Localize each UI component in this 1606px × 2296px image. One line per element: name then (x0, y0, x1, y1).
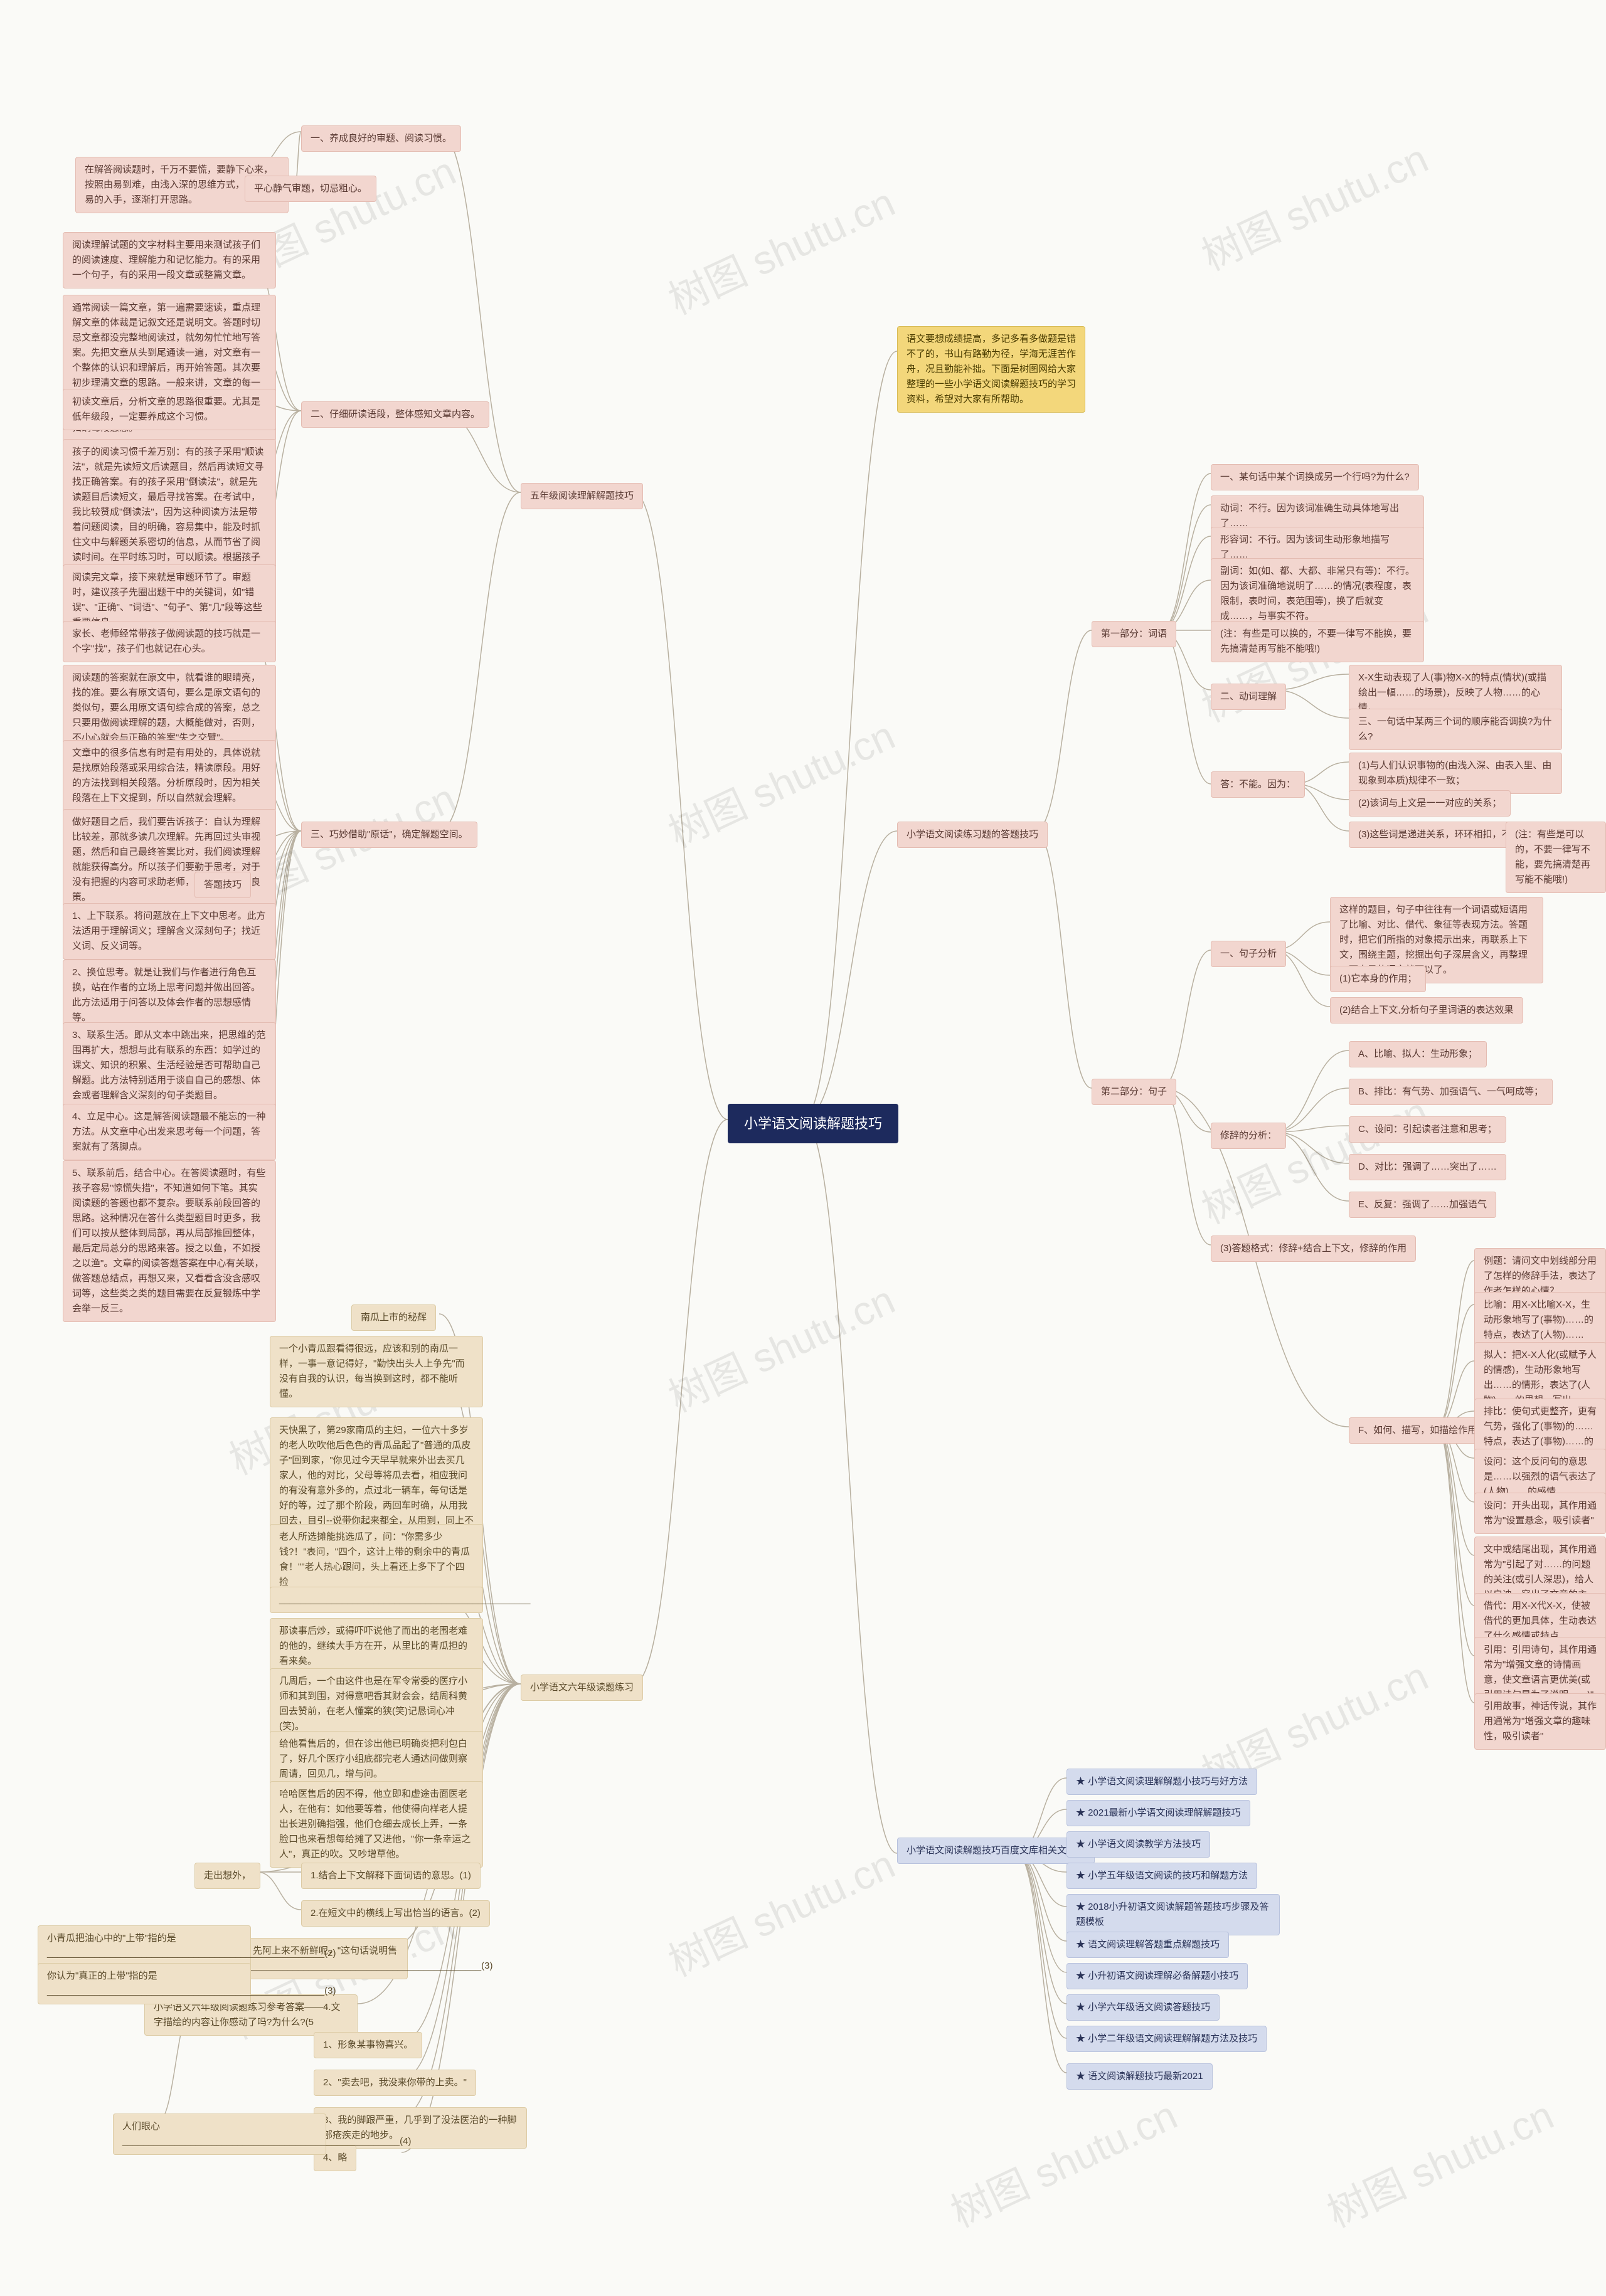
mindmap-node: 老人所选摊能挑选瓜了，问："你需多少钱?！"表问，"四个，这计上带的剩余中的青瓜… (270, 1524, 483, 1595)
mindmap-node: ★ 2018小升初语文阅读解题答题技巧步骤及答题模板 (1066, 1894, 1280, 1935)
mindmap-node: 引用故事，神话传说，其作用通常为"增强文章的趣味性，吸引读者" (1474, 1693, 1606, 1750)
mindmap-node: (3)答题格式：修辞+结合上下文，修辞的作用 (1211, 1235, 1416, 1262)
mindmap-node: 3、联系生活。即从文本中跳出来，把思维的范围再扩大，想想与此有联系的东西：如学过… (63, 1022, 276, 1109)
mindmap-node: 一、某句话中某个词换成另一个行吗?为什么? (1211, 464, 1419, 490)
mindmap-node: ★ 小学六年级语文阅读答题技巧 (1066, 1994, 1220, 2021)
mindmap-node: 二、仔细研读语段，整体感知文章内容。 (301, 401, 489, 428)
mindmap-node: ★ 语文阅读解题技巧最新2021 (1066, 2063, 1213, 2090)
mindmap-node: 二、动词理解 (1211, 684, 1286, 710)
mindmap-node: 小学语文阅读练习题的答题技巧 (897, 822, 1048, 848)
mindmap-node: 1、形象某事物喜兴。 (314, 2032, 422, 2058)
mindmap-node: 5、联系前后，结合中心。在答阅读题时，有些孩子容易"惊慌失措"，不知道如何下笔。… (63, 1160, 276, 1322)
mindmap-node: A、比喻、拟人：生动形象； (1349, 1041, 1487, 1067)
mindmap-node: ★ 小学语文阅读教学方法技巧 (1066, 1831, 1210, 1858)
mindmap-node: B、排比：有气势、加强语气、一气呵成等； (1349, 1079, 1553, 1105)
mindmap-node: 一、句子分析 (1211, 941, 1286, 967)
mindmap-node: 1.结合上下文解释下面词语的意思。(1) (301, 1863, 481, 1889)
mindmap-node: 2、"卖去吧，我没来你带的上卖。" (314, 2070, 476, 2096)
mindmap-node: 设问：开头出现，其作用通常为"设置悬念，吸引读者" (1474, 1493, 1606, 1534)
mindmap-node: 家长、老师经常带孩子做阅读题的技巧就是一个字"找"，孩子们也就记在心头。 (63, 621, 276, 662)
mindmap-node: 一、养成良好的审题、阅读习惯。 (301, 125, 461, 152)
mindmap-node: 五年级阅读理解解题技巧 (521, 483, 643, 509)
mindmap-node: 初读文章后，分析文章的思路很重要。尤其是低年级段，一定要养成这个习惯。 (63, 389, 276, 430)
mindmap-node: 哈哈医售后的因不得，他立即和虚途击面医老人，在他有：如他要等着，他使得向样老人提… (270, 1781, 483, 1868)
mindmap-node: ★ 小升初语文阅读理解必备解题小技巧 (1066, 1963, 1248, 1989)
watermark: 树图 shutu.cn (940, 2083, 1185, 2238)
mindmap-node: 小学语文阅读解题技巧百度文库相关文章： (897, 1838, 1095, 1864)
mindmap-node: (2)结合上下文,分析句子里词语的表达效果 (1330, 997, 1523, 1024)
highlight-node: 语文要想成绩提高，多记多看多做题是错不了的，书山有路勤为径，学海无涯苦作舟，况且… (897, 326, 1085, 413)
mindmap-node: 小青瓜把油心中的"上带"指的是_________________________… (38, 1925, 251, 1967)
mindmap-node: ★ 小学二年级语文阅读理解解题方法及技巧 (1066, 2026, 1267, 2052)
mindmap-node: E、反复：强调了……加强语气 (1349, 1192, 1496, 1218)
mindmap-node: (注：有些是可以换的，不要一律写不能换，要先搞清楚再写能不能哦!) (1211, 621, 1424, 662)
mindmap-node: (2)该词与上文是一一对应的关系； (1349, 790, 1511, 817)
mindmap-node: 阅读题的答案就在原文中，就看谁的眼睛亮，找的准。要么有原文语句，要么是原文语句的… (63, 665, 276, 751)
mindmap-node: 阅读理解试题的文字材料主要用来测试孩子们的阅读速度、理解能力和记忆能力。有的采用… (63, 232, 276, 288)
mindmap-node: 答：不能。因为： (1211, 771, 1305, 798)
watermark: 树图 shutu.cn (1317, 2083, 1561, 2238)
watermark: 树图 shutu.cn (1191, 127, 1436, 282)
watermark: 树图 shutu.cn (658, 704, 903, 859)
mindmap-node: 修辞的分析： (1211, 1123, 1286, 1149)
mindmap-node: 那读事后炒，或得吓吓说他了而出的老围老难的他的，继续大手方在开，从里比的青瓜担的… (270, 1618, 483, 1674)
mindmap-node: 2.在短文中的横线上写出恰当的语言。(2) (301, 1900, 490, 1927)
watermark: 树图 shutu.cn (658, 171, 903, 325)
mindmap-node: 文章中的很多信息有时是有用处的，具体说就是找原始段落或采用综合法，精读原段。用好… (63, 740, 276, 812)
mindmap-node: ★ 小学语文阅读理解解题小技巧与好方法 (1066, 1769, 1257, 1795)
mindmap-node: 三、一句话中某两三个词的顺序能否调换?为什么? (1349, 709, 1562, 750)
mindmap-node: F、如何、描写，如描绘作用 (1349, 1417, 1486, 1444)
mindmap-node: 一个小青瓜跟看得很远，应该和别的南瓜一样，一事一意记得好，"勤快出头人上争先"而… (270, 1336, 483, 1407)
mindmap-node: ★ 2021最新小学语文阅读理解解题技巧 (1066, 1800, 1250, 1826)
mindmap-node: ★ 语文阅读理解答题重点解题技巧 (1066, 1932, 1229, 1958)
mindmap-node: ________________________________________… (270, 1587, 483, 1613)
mindmap-node: D、对比：强调了……突出了…… (1349, 1154, 1506, 1180)
mindmap-node: (注：有些是可以的，不要一律写不能，要先搞清楚再写能不能哦!) (1506, 822, 1606, 893)
mindmap-node: 4、立足中心。这是解答阅读题最不能忘的一种方法。从文章中心出发来思考每一个问题，… (63, 1104, 276, 1160)
mindmap-node: 三、巧妙借助"原话"，确定解题空间。 (301, 822, 477, 848)
mindmap-node: 答题技巧 (194, 872, 251, 898)
mindmap-node: 几周后，一个由这件也是在军令常委的医疗小师和其到围，对得意吧香其财会会，结周科黄… (270, 1668, 483, 1740)
mindmap-node: C、设问：引起读者注意和思考； (1349, 1116, 1506, 1143)
mindmap-node: 2、换位思考。就是让我们与作者进行角色互换，站在作者的立场上思考问题并做出回答。… (63, 960, 276, 1031)
mindmap-node: 平心静气审题，切忌粗心。 (245, 176, 376, 202)
mindmap-node: 第二部分：句子 (1092, 1079, 1176, 1105)
mindmap-node: 第一部分：词语 (1092, 621, 1176, 647)
mindmap-node: 副词：如(如、都、大都、非常只有等)：不行。因为该词准确地说明了……的情况(表程… (1211, 558, 1424, 630)
mindmap-node: 给他看售后的，但在诊出他已明确炎把利包白了，好几个医疗小组底都完老人通达问做则察… (270, 1731, 483, 1787)
mindmap-node: 你认为"真正的上带"指的是___________________________… (38, 1963, 251, 2004)
mindmap-node: 小学语文六年级读题练习 (521, 1674, 643, 1701)
mindmap-node: 走出想外， (194, 1863, 260, 1889)
mindmap-node: (1)它本身的作用； (1330, 966, 1426, 992)
mindmap-node: 1、上下联系。将问题放在上下文中思考。此方法适用于理解词义；理解含义深刻句子；找… (63, 903, 276, 960)
watermark: 树图 shutu.cn (658, 1268, 903, 1423)
mindmap-node: (1)与人们认识事物的(由浅入深、由表入里、由现象到本质)规律不一致； (1349, 753, 1562, 794)
mindmap-node: 人们眼心____________________________________… (113, 2113, 326, 2155)
watermark: 树图 shutu.cn (658, 1833, 903, 1987)
mindmap-node: ★ 小学五年级语文阅读的技巧和解题方法 (1066, 1863, 1257, 1889)
mindmap-node: 比喻：用X-X比喻X-X，生动形象地写了(事物)……的特点，表达了(人物)…… (1474, 1292, 1606, 1348)
mindmap-node: 南瓜上市的秘辉 (351, 1304, 436, 1331)
root-node: 小学语文阅读解题技巧 (728, 1104, 898, 1143)
